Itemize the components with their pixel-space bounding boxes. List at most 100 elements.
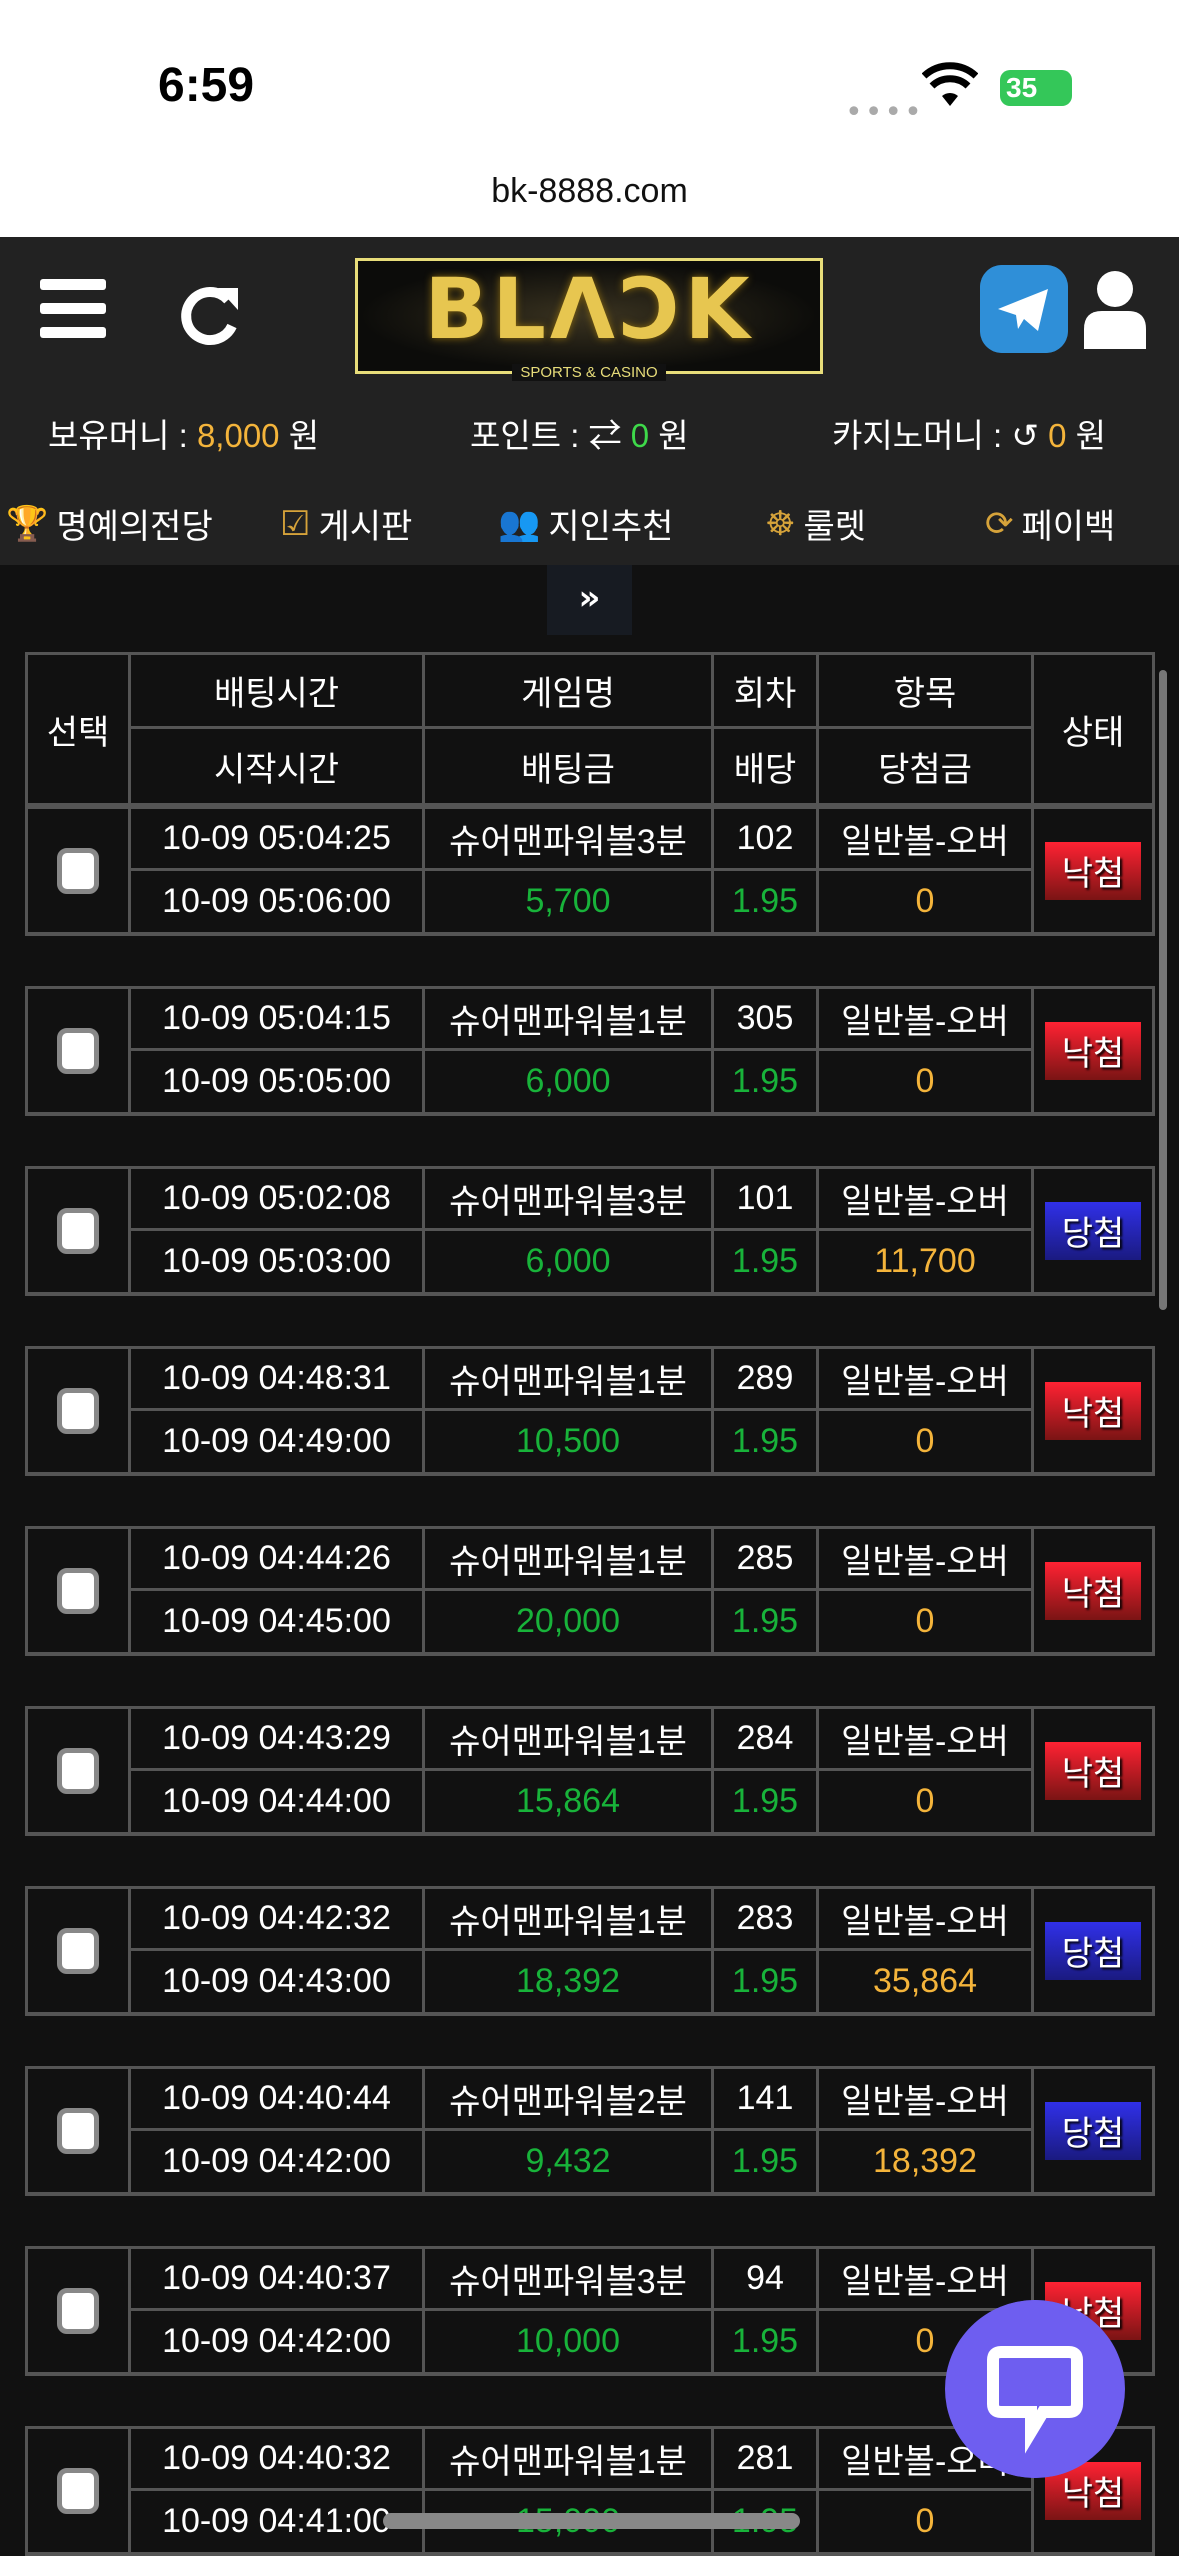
wifi-icon [922,62,978,106]
refresh-icon[interactable] [178,282,244,348]
status-badge: 낙첨 [1045,1561,1141,1620]
row-checkbox[interactable] [57,847,99,894]
nav-roulette[interactable]: ☸ 룰렛 [765,504,867,547]
status-badge: 당첨 [1045,1201,1141,1260]
round-cell: 289 [714,1349,819,1411]
odds-cell: 1.95 [714,1771,819,1832]
bet-amount-cell: 9,432 [425,2131,714,2192]
payout-cell: 0 [819,871,1034,932]
round-cell: 284 [714,1709,819,1771]
logo-text: BLΛƆK [424,260,754,358]
nav-payback[interactable]: ⟳ 페이백 [985,504,1116,547]
select-cell [28,1349,131,1472]
start-time-cell: 10-09 04:43:00 [131,1951,425,2012]
user-icon[interactable] [1082,269,1148,349]
row-checkbox[interactable] [57,1027,99,1074]
item-cell: 일반볼-오버 [819,1349,1034,1411]
bet-amount-cell: 20,000 [425,1591,714,1652]
url-bar[interactable]: bk-8888.com [491,172,688,210]
checkbox-icon: ☑ [280,504,311,543]
bet-amount-cell: 5,700 [425,871,714,932]
status-badge: 낙첨 [1045,1021,1141,1080]
start-time-cell: 10-09 05:03:00 [131,1231,425,1292]
header-select: 선택 [28,655,131,803]
select-cell [28,2429,131,2552]
status-cell: 당첨 [1034,1169,1152,1292]
roulette-icon: ☸ [765,504,796,543]
telegram-icon[interactable] [980,265,1068,353]
bet-amount-cell: 10,500 [425,1411,714,1472]
header-start-time: 시작시간 [131,729,425,803]
row-checkbox[interactable] [57,2107,99,2154]
round-cell: 102 [714,809,819,871]
row-checkbox[interactable] [57,2287,99,2334]
game-cell: 슈어맨파워볼1분 [425,1529,714,1591]
casino-money-display: 카지노머니 : ↺ 0 원 [832,417,1107,454]
game-cell: 슈어맨파워볼1분 [425,1889,714,1951]
nav-referral[interactable]: 👥 지인추천 [498,504,674,547]
start-time-cell: 10-09 04:42:00 [131,2311,425,2372]
select-cell [28,1889,131,2012]
header-payout: 당첨금 [819,729,1034,803]
round-cell: 305 [714,989,819,1051]
item-cell: 일반볼-오버 [819,1529,1034,1591]
header-odds: 배당 [714,729,819,803]
table-row: 10-09 04:43:29 10-09 04:44:00 슈어맨파워볼1분 15,8… [25,1706,1155,1836]
odds-cell: 1.95 [714,871,819,932]
chat-button[interactable] [945,2300,1125,2478]
table-row: 10-09 04:48:31 10-09 04:49:00 슈어맨파워볼1분 10,5… [25,1346,1155,1476]
status-badge: 낙첨 [1045,1381,1141,1440]
reload-icon[interactable]: ↺ [1011,417,1049,454]
round-cell: 281 [714,2429,819,2491]
table-row: 10-09 05:02:08 10-09 05:03:00 슈어맨파워볼3분 6,00… [25,1166,1155,1296]
logo[interactable]: BLΛƆK SPORTS & CASINO [355,258,823,381]
header-status: 상태 [1061,713,1125,752]
row-checkbox[interactable] [57,1207,99,1254]
bet-time-cell: 10-09 04:48:31 [131,1349,425,1411]
bet-time-cell: 10-09 05:04:25 [131,809,425,871]
game-cell: 슈어맨파워볼1분 [425,2429,714,2491]
start-time-cell: 10-09 04:45:00 [131,1591,425,1652]
bet-time-cell: 10-09 04:42:32 [131,1889,425,1951]
round-cell: 101 [714,1169,819,1231]
game-cell: 슈어맨파워볼1분 [425,1709,714,1771]
item-cell: 일반볼-오버 [819,1709,1034,1771]
header-bet-time: 배팅시간 [131,655,425,729]
odds-cell: 1.95 [714,1951,819,2012]
payout-cell: 0 [819,1591,1034,1652]
game-cell: 슈어맨파워볼2분 [425,2069,714,2131]
row-checkbox[interactable] [57,1747,99,1794]
select-cell [28,989,131,1112]
odds-cell: 1.95 [714,1591,819,1652]
table-row: 10-09 04:40:44 10-09 04:42:00 슈어맨파워볼2분 9,43… [25,2066,1155,2196]
expand-toggle-button[interactable]: » [547,565,632,635]
payout-cell: 0 [819,1051,1034,1112]
nav-board[interactable]: ☑ 게시판 [280,504,413,547]
header-round: 회차 [714,655,819,729]
row-checkbox[interactable] [57,1927,99,1974]
bet-time-cell: 10-09 05:04:15 [131,989,425,1051]
header-bet-amount: 배팅금 [425,729,714,803]
status-badge: 낙첨 [1045,1741,1141,1800]
nav-hall-of-fame[interactable]: 🏆 명예의전당 [6,504,213,547]
start-time-cell: 10-09 05:06:00 [131,871,425,932]
row-checkbox[interactable] [57,2467,99,2514]
game-cell: 슈어맨파워볼3분 [425,2249,714,2311]
select-cell [28,809,131,932]
select-cell [28,1709,131,1832]
home-indicator [383,2513,800,2529]
menu-icon[interactable] [40,279,106,338]
payout-cell: 0 [819,1771,1034,1832]
status-cell: 낙첨 [1034,1529,1152,1652]
row-checkbox[interactable] [57,1387,99,1434]
transfer-icon[interactable]: ⇄ [588,417,631,454]
payout-cell: 35,864 [819,1951,1034,2012]
bet-time-cell: 10-09 04:43:29 [131,1709,425,1771]
scrollbar[interactable] [1159,670,1167,1310]
balance-display: 보유머니 : 8,000 원 [48,417,320,454]
status-cell: 당첨 [1034,1889,1152,2012]
row-checkbox[interactable] [57,1567,99,1614]
item-cell: 일반볼-오버 [819,809,1034,871]
payout-cell: 11,700 [819,1231,1034,1292]
round-cell: 94 [714,2249,819,2311]
